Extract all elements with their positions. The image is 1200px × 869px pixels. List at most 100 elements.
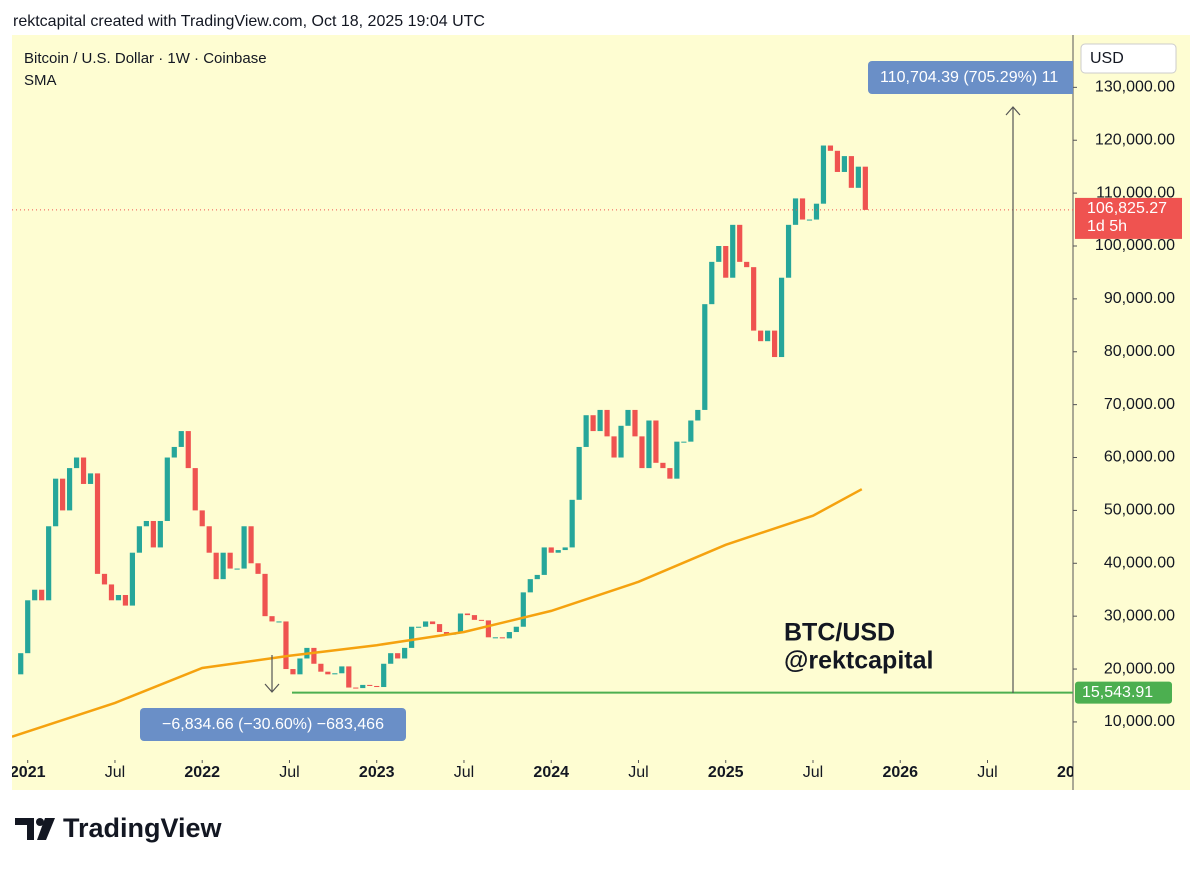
candle-body — [653, 420, 659, 463]
candle-body — [765, 330, 771, 342]
candle-body — [618, 425, 624, 458]
support-label: 15,543.91 — [1082, 684, 1153, 701]
candle-body — [129, 552, 136, 606]
candle-body — [737, 224, 743, 262]
candle-body — [18, 653, 24, 675]
candle-body — [381, 663, 387, 688]
x-tick-label: 2024 — [533, 764, 569, 781]
candle-body — [681, 441, 687, 443]
arrow-head — [1005, 106, 1021, 116]
candle-body — [590, 415, 596, 432]
x-tick-label: Jul — [279, 764, 299, 781]
candle-body — [332, 673, 338, 675]
candle-body — [346, 666, 352, 688]
candle-body — [318, 663, 324, 672]
candle-body — [171, 446, 177, 458]
candle-body — [143, 520, 149, 527]
y-tick-label: 40,000.00 — [1104, 555, 1175, 572]
candle-body — [409, 626, 415, 648]
candle-body — [499, 637, 505, 639]
support-box — [1075, 681, 1172, 704]
y-tick-label: 50,000.00 — [1104, 502, 1175, 519]
y-tick-label: 60,000.00 — [1104, 449, 1175, 466]
candle-body — [520, 592, 526, 627]
y-tick-label: 90,000.00 — [1104, 290, 1175, 307]
x-tick-label: Jul — [105, 764, 125, 781]
candle-body — [53, 478, 59, 527]
candle-body — [157, 520, 163, 548]
x-tick-label: Jul — [628, 764, 648, 781]
candle-body — [597, 409, 603, 432]
candle-body — [771, 330, 778, 358]
candle-body — [66, 468, 73, 511]
candle-body — [848, 156, 854, 188]
candle-body — [206, 526, 212, 553]
candle-body — [709, 261, 715, 305]
candle-body — [457, 613, 464, 634]
candle-body — [506, 632, 512, 639]
candle-body — [234, 568, 240, 570]
x-tick-label: Jul — [977, 764, 997, 781]
candle-body — [248, 526, 254, 564]
candle-body — [716, 245, 722, 262]
candle-body — [534, 574, 540, 580]
candle-body — [576, 446, 582, 500]
candle-body — [429, 621, 436, 625]
candle-body — [25, 600, 31, 654]
candle-body — [436, 624, 443, 633]
candle-body — [485, 620, 492, 638]
candle-body — [667, 468, 673, 479]
candle-body — [751, 267, 757, 331]
last-price-label: 106,825.27 — [1087, 200, 1167, 217]
candle-body — [297, 658, 303, 675]
candle-body — [548, 547, 554, 553]
candle-body — [569, 499, 575, 548]
candle-body — [785, 224, 792, 278]
candle-body — [164, 457, 170, 521]
candle-body — [255, 563, 261, 574]
candle-body — [94, 473, 101, 574]
candle-body — [241, 526, 247, 569]
measure-down: −6,834.66 (−30.60%) −683,466 — [162, 716, 384, 733]
candle-body — [492, 637, 498, 639]
candle-body — [283, 621, 289, 670]
candle-body — [276, 621, 282, 623]
candle-body — [862, 166, 868, 210]
candle-body — [639, 436, 645, 469]
candle-body — [178, 431, 184, 447]
candle-body — [478, 619, 485, 621]
y-tick-label: 80,000.00 — [1104, 343, 1175, 360]
candle-body — [827, 145, 834, 151]
candle-body — [115, 595, 122, 601]
candle-body — [820, 145, 827, 204]
candle-body — [471, 615, 478, 620]
candle-body — [527, 579, 533, 593]
candle-body — [227, 552, 233, 569]
candle-body — [416, 626, 422, 628]
y-tick-label: 100,000.00 — [1095, 237, 1175, 254]
candle-body — [80, 457, 87, 484]
candle-body — [799, 198, 806, 220]
candle-body — [813, 203, 820, 220]
candle-body — [625, 409, 631, 426]
legend-series: Bitcoin / U.S. Dollar · 1W · Coinbase — [24, 50, 267, 67]
x-tick-label: 2026 — [882, 764, 918, 781]
candle-body — [688, 420, 694, 442]
currency-box[interactable] — [1080, 43, 1177, 74]
candle-body — [646, 420, 652, 469]
candle-body — [39, 589, 45, 601]
x-tick-label: 2027 — [1057, 764, 1093, 781]
candle-body — [360, 684, 366, 689]
candle-body — [374, 685, 380, 688]
y-tick-label: 130,000.00 — [1095, 79, 1175, 96]
candle-body — [841, 156, 847, 172]
watermark: BTC/USD — [784, 619, 895, 647]
x-tick-label: 2025 — [708, 764, 744, 781]
candle-body — [136, 526, 142, 553]
candle-body — [855, 166, 861, 188]
candle-body — [388, 653, 394, 664]
candle-body — [792, 198, 799, 225]
candle-body — [422, 621, 429, 627]
candle-body — [60, 478, 66, 511]
candle-body — [311, 647, 317, 664]
